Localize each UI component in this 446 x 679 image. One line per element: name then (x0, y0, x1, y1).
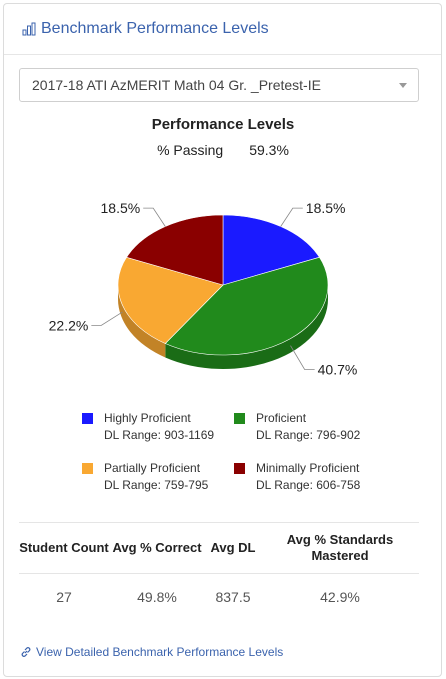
legend-label: Partially Proficient (104, 461, 201, 475)
pie-leader-line (143, 207, 166, 227)
pie-leader-line (290, 345, 315, 370)
legend-swatch (234, 463, 245, 474)
stats-header-standards-mastered: Avg % Standards Mastered (286, 532, 394, 563)
assessment-select[interactable]: 2017-18 ATI AzMERIT Math 04 Gr. _Pretest… (19, 68, 419, 102)
stats-value-avg-dl: 837.5 (215, 589, 251, 605)
stats-header-row: Student Count Avg % Correct Avg DL Avg %… (19, 522, 419, 574)
pie-leader-line (91, 311, 123, 326)
assessment-select-value: 2017-18 ATI AzMERIT Math 04 Gr. _Pretest… (32, 77, 321, 93)
stats-value-student-count: 27 (56, 589, 72, 605)
stats-table: Student Count Avg % Correct Avg DL Avg %… (19, 522, 419, 620)
stats-header-avg-correct: Avg % Correct (112, 540, 202, 555)
legend-range: DL Range: 796-902 (256, 428, 361, 442)
legend-swatch (82, 463, 93, 474)
legend-swatch (234, 413, 245, 424)
pie-slice-proficient[interactable] (164, 256, 329, 356)
legend-item: Minimally Proficient DL Range: 606-758 (234, 460, 361, 494)
bar-chart-icon (22, 22, 36, 36)
view-detailed-link[interactable]: View Detailed Benchmark Performance Leve… (20, 645, 283, 659)
pie-side-1 (165, 285, 328, 369)
legend-range: DL Range: 606-758 (256, 478, 361, 492)
card-title: Benchmark Performance Levels (41, 20, 269, 37)
view-detailed-link-text: View Detailed Benchmark Performance Leve… (36, 645, 284, 659)
pie-chart: 18.5% 40.7% 22.2% 18.5% (49, 200, 358, 377)
legend-item: Partially Proficient DL Range: 759-795 (82, 460, 209, 494)
legend-item: Proficient DL Range: 796-902 (234, 410, 361, 444)
link-icon (21, 647, 31, 657)
pie-data-label: 18.5% (306, 200, 346, 216)
pie-data-label: 22.2% (49, 317, 89, 333)
pie-data-label: 40.7% (318, 361, 358, 377)
pie-side-2 (118, 285, 166, 358)
pie-leader-line (280, 207, 303, 227)
passing-value: 59.3% (249, 142, 289, 158)
pie-data-label: 18.5% (101, 200, 141, 216)
legend-range: DL Range: 903-1169 (104, 428, 215, 442)
card-header: Benchmark Performance Levels (4, 4, 441, 55)
legend-range: DL Range: 759-795 (104, 478, 209, 492)
legend-label: Highly Proficient (104, 411, 191, 425)
pie-slice-minimally-proficient[interactable] (126, 214, 224, 286)
pie-slice-partially-proficient[interactable] (117, 256, 224, 344)
stats-header-avg-dl: Avg DL (210, 540, 256, 555)
legend-label: Proficient (256, 411, 307, 425)
chart-title: Performance Levels (151, 116, 295, 133)
chevron-down-icon[interactable] (399, 83, 407, 88)
legend-item: Highly Proficient DL Range: 903-1169 (82, 410, 215, 444)
passing-summary: % Passing 59.3% (0, 142, 446, 158)
stats-value-row: 27 49.8% 837.5 42.9% (19, 574, 419, 620)
pie-slice-highly-proficient[interactable] (222, 214, 320, 286)
stats-value-standards-mastered: 42.9% (320, 589, 360, 605)
legend-label: Minimally Proficient (256, 461, 360, 475)
legend-swatch (82, 413, 93, 424)
stats-value-avg-correct: 49.8% (137, 589, 177, 605)
passing-label: % Passing (157, 142, 224, 158)
stats-header-student-count: Student Count (19, 540, 109, 555)
